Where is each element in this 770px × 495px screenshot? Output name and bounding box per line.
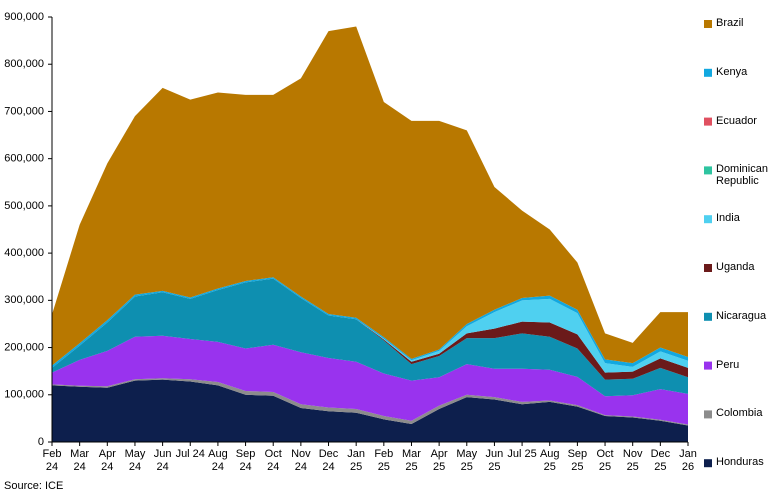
legend-swatch	[704, 20, 712, 28]
y-tick-label: 900,000	[4, 11, 44, 23]
legend-swatch	[704, 361, 712, 370]
x-tick-label: Aug 24	[208, 448, 228, 473]
legend-label: Nicaragua	[716, 309, 767, 322]
x-tick-label: Jan 26	[679, 448, 697, 473]
x-tick-label: Sep 25	[567, 448, 588, 473]
x-tick-label: Nov 25	[622, 448, 643, 473]
y-tick-label: 800,000	[4, 58, 44, 70]
legend-label: India	[716, 212, 740, 225]
y-tick-label: 700,000	[4, 105, 44, 117]
y-tick-label: 500,000	[4, 200, 44, 212]
legend-label: Brazil	[716, 17, 744, 29]
y-tick-label: 0	[38, 436, 44, 448]
y-tick-label: 600,000	[4, 153, 44, 165]
legend-swatch	[704, 312, 712, 321]
area	[52, 278, 688, 397]
legend-label: Honduras	[716, 456, 764, 469]
x-tick-label: Sep 24	[235, 448, 256, 473]
legend-swatch	[704, 264, 712, 272]
x-tick-label: Dec 25	[650, 448, 671, 473]
legend-swatch	[704, 215, 712, 224]
legend-label: Uganda	[716, 261, 755, 273]
x-tick-label: May 25	[456, 448, 478, 473]
x-tick-label: Jan 25	[347, 448, 366, 473]
area	[52, 26, 688, 366]
x-tick-label: Aug 25	[539, 448, 560, 473]
legend-swatch	[704, 68, 712, 77]
legend-label: Peru	[716, 358, 740, 371]
x-tick-label: Oct 25	[596, 448, 614, 473]
area	[52, 278, 688, 373]
legend-label: Dominican Republic	[716, 163, 768, 188]
legend-label: Colombia	[716, 407, 763, 420]
x-tick-label: Jul 25	[507, 448, 537, 460]
y-tick-label: 100,000	[4, 389, 44, 401]
x-tick-label: Nov 24	[291, 448, 311, 473]
area	[52, 379, 688, 442]
x-tick-label: Oct 24	[264, 448, 282, 473]
x-tick-label: Feb 25	[374, 448, 394, 473]
y-tick-label: 300,000	[4, 294, 44, 306]
x-tick-label: Mar 24	[70, 448, 90, 473]
area	[52, 335, 688, 425]
legend-swatch	[704, 410, 712, 419]
x-tick-label: Apr 24	[98, 448, 116, 473]
area	[52, 278, 688, 380]
legend-label: Kenya	[716, 65, 748, 78]
y-tick-label: 200,000	[4, 341, 44, 353]
legend-swatch	[704, 117, 712, 126]
x-tick-label: Jun 24	[153, 448, 172, 473]
x-tick-label: Dec 24	[318, 448, 339, 473]
x-tick-label: Feb 24	[42, 448, 62, 473]
x-tick-label: Apr 25	[430, 448, 448, 473]
x-tick-label: Jul 24	[175, 448, 205, 460]
x-tick-label: May 24	[124, 448, 146, 473]
legend-swatch	[704, 166, 712, 175]
source-note: Source: ICE	[4, 480, 64, 492]
area	[52, 378, 688, 426]
area	[52, 277, 688, 368]
y-tick-label: 400,000	[4, 247, 44, 259]
x-tick-label: Jun 25	[485, 448, 504, 473]
legend-swatch	[704, 459, 712, 468]
x-tick-label: Mar 25	[401, 448, 421, 473]
legend-label: Ecuador	[716, 114, 757, 127]
